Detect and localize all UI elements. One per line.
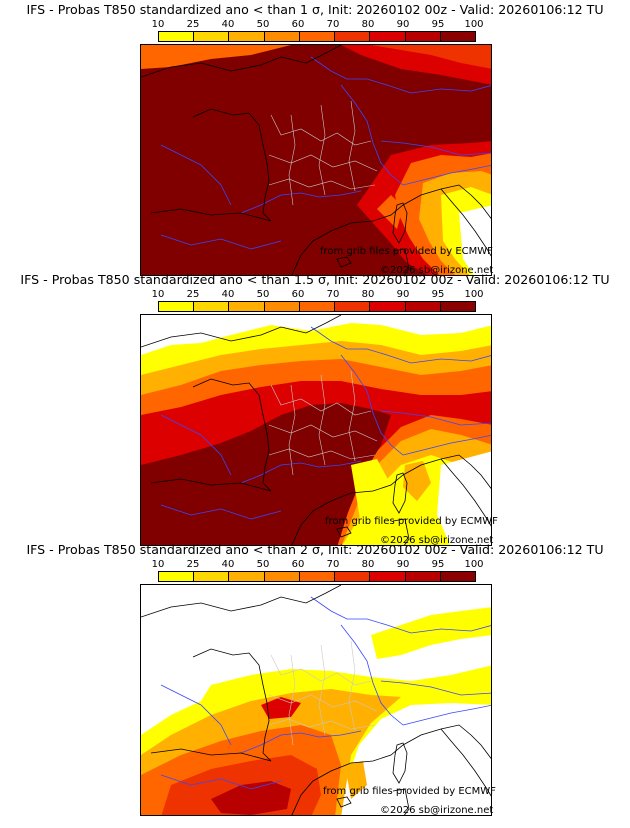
scale-swatch: [229, 302, 265, 311]
legend-tick-labels: 10 25 40 50 60 70 80 90 95 100: [152, 289, 484, 301]
legend-tick-labels: 10 25 40 50 60 70 80 90 95 100: [152, 559, 484, 571]
scale-swatch: [440, 302, 475, 311]
legend-tick: 10: [151, 19, 165, 30]
panel-title: IFS - Probas T850 standardized ano < tha…: [26, 542, 604, 557]
scale-swatch: [299, 302, 336, 311]
legend-tick: 25: [186, 19, 200, 30]
legend-tick: 25: [186, 559, 200, 570]
scale-swatch: [159, 302, 195, 311]
map-panel-1: IFS - Probas T850 standardized ano < tha…: [0, 0, 630, 276]
legend-tick: 95: [431, 19, 445, 30]
scale-swatch: [405, 32, 441, 41]
legend-tick: 90: [396, 559, 410, 570]
scale-swatch: [335, 32, 371, 41]
legend-tick: 95: [431, 559, 445, 570]
legend-tick: 70: [326, 19, 340, 30]
legend-tick: 25: [186, 289, 200, 300]
scale-swatch: [194, 32, 230, 41]
legend-tick: 10: [151, 559, 165, 570]
legend-tick: 50: [256, 19, 270, 30]
legend-tick: 70: [326, 559, 340, 570]
scale-swatch: [229, 32, 265, 41]
legend-tick: 40: [221, 289, 235, 300]
scale-swatch: [229, 572, 265, 581]
legend-tick-labels: 10 25 40 50 60 70 80 90 95 100: [152, 19, 484, 31]
legend-tick: 100: [464, 19, 484, 30]
legend-tick: 70: [326, 289, 340, 300]
legend-tick: 50: [256, 559, 270, 570]
legend-tick: 10: [151, 289, 165, 300]
probability-map: [140, 44, 492, 276]
scale-swatch: [299, 32, 336, 41]
color-scale-bar: [158, 301, 476, 312]
scale-swatch: [370, 302, 406, 311]
probability-map: [140, 584, 492, 816]
scale-swatch: [335, 302, 371, 311]
scale-swatch: [264, 572, 300, 581]
panel-title: IFS - Probas T850 standardized ano < tha…: [20, 272, 610, 287]
legend-tick: 60: [291, 559, 305, 570]
legend-tick: 90: [396, 19, 410, 30]
panel-title: IFS - Probas T850 standardized ano < tha…: [26, 2, 604, 17]
probability-map: [140, 314, 492, 546]
scale-swatch: [440, 572, 475, 581]
legend-tick: 90: [396, 289, 410, 300]
credit-site: ©2026 sb@irizone.net: [380, 265, 494, 276]
scale-swatch: [370, 572, 406, 581]
scale-swatch: [440, 32, 475, 41]
credit-source: from grib files provided by ECMWF: [323, 786, 496, 797]
scale-swatch: [194, 572, 230, 581]
credit-site: ©2026 sb@irizone.net: [380, 805, 494, 816]
scale-swatch: [405, 572, 441, 581]
legend-tick: 95: [431, 289, 445, 300]
legend-tick: 80: [361, 19, 375, 30]
legend-tick: 100: [464, 289, 484, 300]
legend-tick: 40: [221, 559, 235, 570]
scale-swatch: [299, 572, 336, 581]
scale-swatch: [159, 572, 195, 581]
color-scale-bar: [158, 571, 476, 582]
scale-swatch: [335, 572, 371, 581]
map-panel-2: IFS - Probas T850 standardized ano < tha…: [0, 270, 630, 546]
legend-tick: 60: [291, 289, 305, 300]
scale-swatch: [264, 302, 300, 311]
map-panel-3: IFS - Probas T850 standardized ano < tha…: [0, 540, 630, 816]
legend-tick: 100: [464, 559, 484, 570]
credit-source: from grib files provided by ECMWF: [320, 246, 493, 257]
legend-tick: 80: [361, 559, 375, 570]
credit-site: ©2026 sb@irizone.net: [380, 535, 494, 546]
scale-swatch: [194, 302, 230, 311]
legend-tick: 40: [221, 19, 235, 30]
scale-swatch: [405, 302, 441, 311]
legend-tick: 60: [291, 19, 305, 30]
legend-tick: 80: [361, 289, 375, 300]
scale-swatch: [264, 32, 300, 41]
scale-swatch: [370, 32, 406, 41]
credit-source: from grib files provided by ECMWF: [325, 516, 498, 527]
legend-tick: 50: [256, 289, 270, 300]
scale-swatch: [159, 32, 195, 41]
color-scale-bar: [158, 31, 476, 42]
